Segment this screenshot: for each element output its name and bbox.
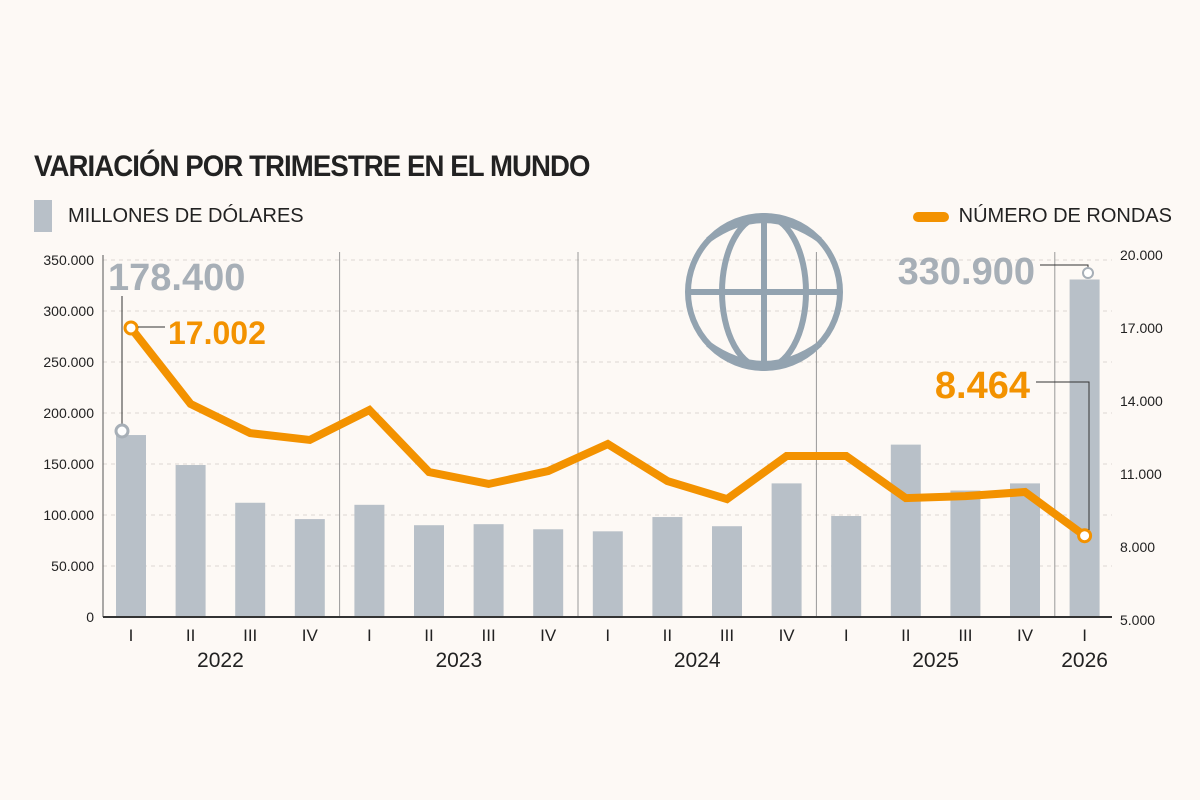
globe-icon (685, 213, 843, 371)
category-label: I (129, 626, 134, 645)
category-label: II (663, 626, 672, 645)
bar (175, 465, 206, 617)
left-tick-label: 350.000 (43, 252, 94, 268)
legend-label-bars: MILLONES DE DÓLARES (68, 204, 304, 227)
category-label: IV (1017, 626, 1034, 645)
bar (533, 529, 564, 617)
year-label: 2024 (674, 649, 721, 672)
left-tick-label: 0 (86, 609, 94, 625)
bar (1069, 279, 1100, 617)
left-tick-label: 50.000 (51, 558, 94, 574)
category-label: II (186, 626, 195, 645)
right-tick-label: 8.000 (1120, 539, 1155, 555)
year-label: 2025 (912, 649, 959, 672)
year-label: 2022 (197, 649, 244, 672)
bar (354, 504, 385, 617)
legend-swatch-bars (34, 200, 52, 232)
legend-label-line: NÚMERO DE RONDAS (958, 205, 1172, 227)
bar (950, 490, 981, 617)
left-tick-label: 150.000 (43, 456, 94, 472)
bar (831, 516, 862, 617)
chart-title: VARIACIÓN POR TRIMESTRE EN EL MUNDO (34, 150, 591, 183)
category-label: I (367, 626, 372, 645)
right-tick-label: 14.000 (1120, 393, 1163, 409)
bar (652, 517, 683, 617)
bar-point (1082, 267, 1094, 279)
line-point (123, 320, 139, 336)
bar (116, 435, 146, 617)
annotation-label: 17.002 (168, 315, 266, 351)
bar (414, 525, 444, 617)
annotation-leader (1040, 264, 1089, 272)
bar (294, 519, 325, 617)
legend-swatch-line (912, 211, 949, 222)
bar (473, 524, 504, 617)
category-label: IV (302, 626, 319, 645)
year-label: 2023 (435, 649, 482, 672)
year-label: 2026 (1061, 649, 1108, 672)
bar (890, 444, 921, 617)
line-series (127, 325, 1087, 539)
line-point (1077, 528, 1093, 544)
bar (771, 483, 802, 617)
bar (235, 502, 266, 617)
left-tick-label: 100.000 (43, 507, 94, 523)
category-label: I (844, 626, 849, 645)
right-tick-label: 20.000 (1120, 247, 1163, 263)
category-label: IV (779, 626, 796, 645)
bar (712, 526, 742, 617)
left-tick-label: 200.000 (43, 405, 94, 421)
legend-line: NÚMERO DE RONDAS (912, 205, 1172, 228)
right-tick-label: 5.000 (1120, 612, 1155, 628)
category-label: I (605, 626, 610, 645)
category-label: I (1082, 626, 1087, 645)
annotation-label: 178.400 (108, 257, 245, 299)
bar (592, 531, 623, 617)
bar (1010, 483, 1040, 617)
left-tick-label: 300.000 (43, 303, 94, 319)
category-label: II (901, 626, 910, 645)
right-tick-label: 17.000 (1120, 320, 1163, 336)
category-label: III (482, 626, 496, 645)
bar-point (114, 423, 130, 439)
category-label: II (424, 626, 433, 645)
annotation-label: 330.900 (898, 251, 1035, 293)
category-label: III (243, 626, 257, 645)
right-tick-label: 11.000 (1120, 466, 1162, 482)
legend-bars: MILLONES DE DÓLARES (34, 200, 304, 232)
annotation-label: 8.464 (935, 365, 1030, 407)
category-label: IV (540, 626, 557, 645)
annotation-leader (1036, 381, 1090, 530)
category-label: III (720, 626, 734, 645)
category-label: III (958, 626, 972, 645)
left-tick-label: 250.000 (43, 354, 94, 370)
